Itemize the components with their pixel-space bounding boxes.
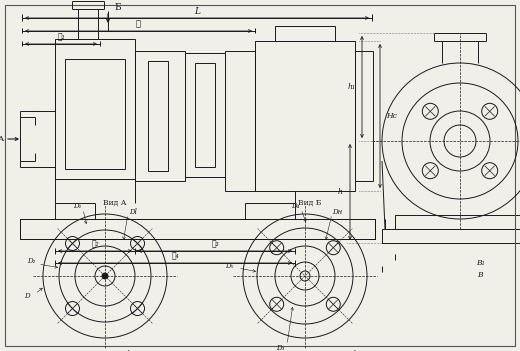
- Text: Dн: Dн: [332, 208, 342, 216]
- Bar: [355, 51, 373, 181]
- Bar: [225, 51, 255, 191]
- Bar: [55, 39, 135, 179]
- Bar: [185, 53, 225, 177]
- Bar: [382, 229, 520, 243]
- Bar: [20, 219, 375, 239]
- Text: А: А: [0, 135, 4, 143]
- Text: Вид А: Вид А: [103, 199, 127, 207]
- Text: n₁ отвΦd₁: n₁ отвΦd₁: [321, 350, 359, 351]
- Text: D₃: D₃: [276, 344, 284, 351]
- Bar: [148, 61, 168, 171]
- Bar: [195, 63, 215, 167]
- Text: n отв d: n отв d: [101, 350, 129, 351]
- Text: D₄: D₄: [291, 202, 299, 210]
- Text: ℓ₁: ℓ₁: [57, 33, 65, 41]
- Text: ℓ₄: ℓ₄: [171, 252, 179, 260]
- Text: L: L: [194, 7, 200, 15]
- Text: Hc: Hc: [386, 112, 397, 120]
- Text: B₁: B₁: [476, 259, 484, 267]
- Text: ℓ₃: ℓ₃: [211, 240, 219, 248]
- Bar: [255, 41, 355, 191]
- Text: h: h: [337, 188, 343, 196]
- Text: ℓ₂: ℓ₂: [91, 240, 99, 248]
- Bar: [135, 51, 185, 181]
- Text: Вид Б: Вид Б: [298, 199, 322, 207]
- Text: h₁: h₁: [348, 83, 356, 91]
- Circle shape: [102, 273, 108, 279]
- Text: D₅: D₅: [225, 262, 233, 270]
- Text: Б: Б: [115, 4, 121, 13]
- Text: D₁: D₁: [73, 202, 81, 210]
- Bar: [65, 59, 125, 169]
- Bar: [20, 219, 375, 239]
- Text: Dl: Dl: [129, 208, 137, 216]
- Text: D₂: D₂: [27, 257, 35, 265]
- Bar: [275, 26, 335, 41]
- Text: ℓ: ℓ: [136, 20, 140, 28]
- Text: B: B: [477, 271, 483, 279]
- Text: D: D: [24, 292, 30, 300]
- Bar: [395, 215, 520, 229]
